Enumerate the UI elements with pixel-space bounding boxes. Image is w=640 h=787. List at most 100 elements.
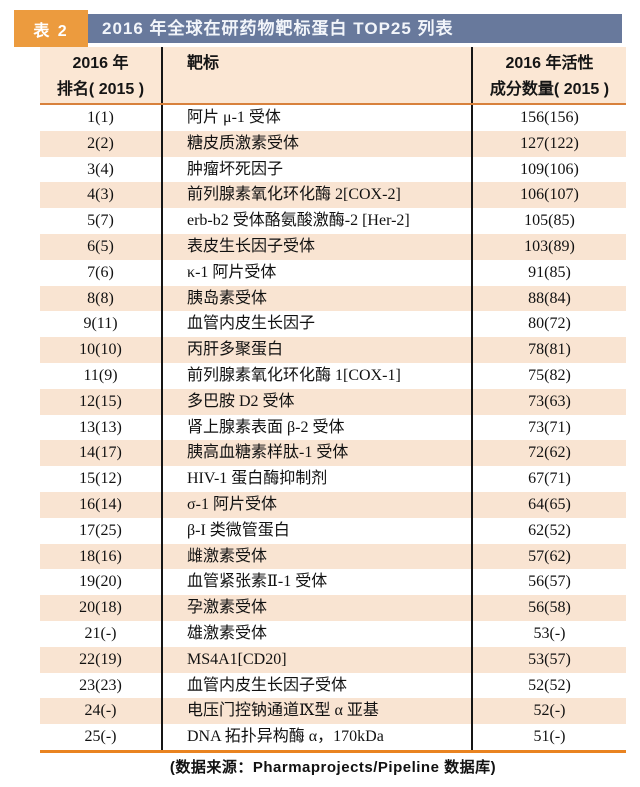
table-row: 5(7) erb-b2 受体酪氨酸激酶-2 [Her-2] 105(85) xyxy=(40,208,626,234)
target-cell: erb-b2 受体酪氨酸激酶-2 [Her-2] xyxy=(163,208,473,234)
rank-cell: 11(9) xyxy=(40,362,163,389)
target-cell: σ-1 阿片受体 xyxy=(163,491,473,518)
column-header-count-line1: 2016 年活性 xyxy=(505,55,594,72)
target-cell: 胰高血糖素样肽-1 受体 xyxy=(163,440,473,467)
table-row: 6(5) 表皮生长因子受体 103(89) xyxy=(40,233,626,260)
rank-cell: 18(16) xyxy=(40,543,163,570)
rank-cell: 13(13) xyxy=(40,414,163,441)
count-cell: 56(58) xyxy=(528,599,571,617)
column-header-target: 靶标 xyxy=(163,47,473,103)
count-cell: 57(62) xyxy=(528,547,571,565)
target-cell: 肿瘤坏死因子 xyxy=(163,156,473,183)
target-cell: β-I 类微管蛋白 xyxy=(163,517,473,544)
column-header-count-line2: 成分数量( 2015 ) xyxy=(489,81,610,98)
table-row: 22(19) MS4A1[CD20] 53(57) xyxy=(40,646,626,673)
count-cell: 88(84) xyxy=(528,289,571,307)
target-cell: 血管内皮生长因子 xyxy=(163,311,473,338)
rank-cell: 4(3) xyxy=(40,182,163,209)
table-header-row: 2016 年 排名( 2015 ) 靶标 2016 年活性 成分数量( 2015… xyxy=(40,47,626,105)
count-cell: 75(82) xyxy=(528,366,571,384)
table-row: 11(9) 前列腺素氧化环化酶 1[COX-1] 75(82) xyxy=(40,362,626,389)
rank-cell: 22(19) xyxy=(40,646,163,673)
count-cell: 78(81) xyxy=(528,341,571,359)
target-cell: 肾上腺素表面 β-2 受体 xyxy=(163,414,473,441)
data-source-note: (数据来源：Pharmaprojects/Pipeline 数据库) xyxy=(169,759,497,776)
count-cell: 53(-) xyxy=(533,624,566,642)
table-row: 17(25) β-I 类微管蛋白 62(52) xyxy=(40,517,626,544)
table-row: 9(11) 血管内皮生长因子 80(72) xyxy=(40,311,626,338)
target-cell: HIV-1 蛋白酶抑制剂 xyxy=(163,466,473,492)
rank-cell: 1(1) xyxy=(40,105,163,131)
count-cell: 156(156) xyxy=(520,109,579,126)
count-cell: 52(-) xyxy=(533,702,566,720)
table-row: 12(15) 多巴胺 D2 受体 73(63) xyxy=(40,388,626,415)
table-row: 24(-) 电压门控钠通道Ⅸ型 α 亚基 52(-) xyxy=(40,698,626,725)
rank-cell: 12(15) xyxy=(40,388,163,415)
target-cell: 电压门控钠通道Ⅸ型 α 亚基 xyxy=(163,698,473,725)
table-row: 23(23) 血管内皮生长因子受体 52(52) xyxy=(40,672,626,699)
table-row: 18(16) 雌激素受体 57(62) xyxy=(40,543,626,570)
target-cell: 孕激素受体 xyxy=(163,595,473,621)
target-cell: 表皮生长因子受体 xyxy=(163,233,473,260)
page-title: 2016 年全球在研药物靶标蛋白 TOP25 列表 xyxy=(88,14,622,43)
table-row: 10(10) 丙肝多聚蛋白 78(81) xyxy=(40,337,626,363)
target-cell: 糖皮质激素受体 xyxy=(163,130,473,157)
count-cell: 73(63) xyxy=(528,392,571,410)
rank-cell: 20(18) xyxy=(40,595,163,621)
target-cell: 阿片 μ-1 受体 xyxy=(163,105,473,131)
target-cell: 胰岛素受体 xyxy=(163,285,473,312)
target-cell: 雄激素受体 xyxy=(163,620,473,647)
count-cell: 103(89) xyxy=(524,237,575,255)
count-cell: 72(62) xyxy=(528,444,571,462)
count-cell: 106(107) xyxy=(520,186,579,204)
count-cell: 105(85) xyxy=(524,212,575,230)
count-cell: 62(52) xyxy=(528,521,571,539)
target-cell: 多巴胺 D2 受体 xyxy=(163,388,473,415)
target-cell: 前列腺素氧化环化酶 1[COX-1] xyxy=(163,362,473,389)
target-cell: 雌激素受体 xyxy=(163,543,473,570)
column-header-rank-line1: 2016 年 xyxy=(72,55,129,72)
column-header-rank-line2: 排名( 2015 ) xyxy=(56,81,145,98)
table-row: 25(-) DNA 拓扑异构酶 α，170kDa 51(-) xyxy=(40,724,626,750)
rank-cell: 21(-) xyxy=(40,620,163,647)
rank-cell: 7(6) xyxy=(40,259,163,286)
rank-cell: 15(12) xyxy=(40,466,163,492)
table-row: 14(17) 胰高血糖素样肽-1 受体 72(62) xyxy=(40,440,626,467)
table-row: 2(2) 糖皮质激素受体 127(122) xyxy=(40,130,626,157)
table-row: 21(-) 雄激素受体 53(-) xyxy=(40,620,626,647)
rank-cell: 16(14) xyxy=(40,491,163,518)
target-cell: κ-1 阿片受体 xyxy=(163,259,473,286)
rank-cell: 24(-) xyxy=(40,698,163,725)
column-header-rank: 2016 年 排名( 2015 ) xyxy=(40,47,163,103)
rank-cell: 19(20) xyxy=(40,569,163,596)
target-cell: 血管内皮生长因子受体 xyxy=(163,672,473,699)
table-row: 1(1) 阿片 μ-1 受体 156(156) xyxy=(40,105,626,131)
rank-cell: 10(10) xyxy=(40,337,163,363)
rank-cell: 3(4) xyxy=(40,156,163,183)
count-cell: 51(-) xyxy=(533,728,566,746)
column-header-count: 2016 年活性 成分数量( 2015 ) xyxy=(473,47,626,103)
table-row: 19(20) 血管紧张素Ⅱ-1 受体 56(57) xyxy=(40,569,626,596)
count-cell: 67(71) xyxy=(528,470,571,488)
rank-cell: 23(23) xyxy=(40,672,163,699)
table-number-badge: 表 2 xyxy=(14,10,88,47)
count-cell: 52(52) xyxy=(528,676,571,694)
count-cell: 127(122) xyxy=(520,134,579,152)
table-body: 1(1) 阿片 μ-1 受体 156(156) 2(2) 糖皮质激素受体 127… xyxy=(40,105,626,753)
targets-table: 2016 年 排名( 2015 ) 靶标 2016 年活性 成分数量( 2015… xyxy=(40,47,626,753)
rank-cell: 2(2) xyxy=(40,130,163,157)
count-cell: 53(57) xyxy=(528,650,571,668)
table-row: 15(12) HIV-1 蛋白酶抑制剂 67(71) xyxy=(40,466,626,492)
rank-cell: 14(17) xyxy=(40,440,163,467)
rank-cell: 9(11) xyxy=(40,311,163,338)
rank-cell: 25(-) xyxy=(40,724,163,750)
rank-cell: 6(5) xyxy=(40,233,163,260)
count-cell: 64(65) xyxy=(528,495,571,513)
table-row: 4(3) 前列腺素氧化环化酶 2[COX-2] 106(107) xyxy=(40,182,626,209)
rank-cell: 8(8) xyxy=(40,285,163,312)
count-cell: 91(85) xyxy=(528,263,571,281)
count-cell: 73(71) xyxy=(528,418,571,436)
table-row: 13(13) 肾上腺素表面 β-2 受体 73(71) xyxy=(40,414,626,441)
count-cell: 80(72) xyxy=(528,315,571,333)
